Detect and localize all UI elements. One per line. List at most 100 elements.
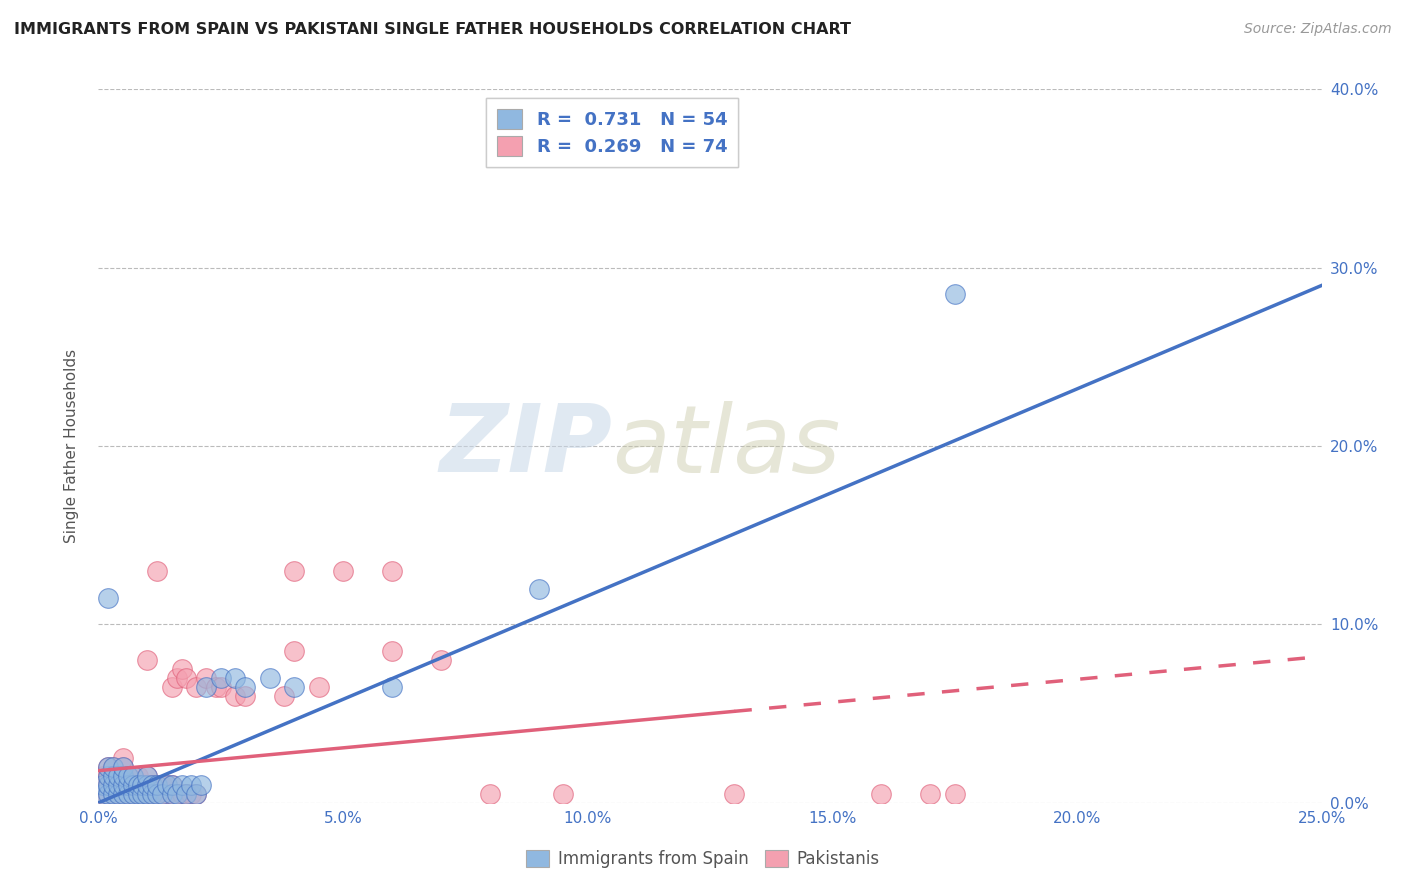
Point (97, 787, 120, 801)
Point (381, 564, 404, 578)
Point (308, 680, 330, 694)
Point (160, 778, 183, 792)
Point (224, 671, 246, 685)
Point (209, 671, 232, 685)
Point (186, 680, 208, 694)
Point (136, 787, 159, 801)
Point (111, 778, 134, 792)
Point (127, 787, 149, 801)
Point (141, 778, 163, 792)
Point (111, 769, 134, 783)
Point (136, 778, 159, 792)
Point (190, 778, 212, 792)
Point (121, 769, 143, 783)
Point (150, 787, 173, 801)
Point (127, 778, 149, 792)
Point (101, 778, 124, 792)
Point (91, 787, 114, 801)
Point (101, 769, 124, 783)
Point (170, 787, 193, 801)
Point (170, 778, 193, 792)
Point (91, 778, 114, 792)
Point (111, 751, 134, 765)
Point (176, 671, 198, 685)
Point (186, 787, 208, 801)
Point (111, 778, 134, 792)
Point (127, 769, 149, 783)
Y-axis label: Single Father Households: Single Father Households (65, 349, 79, 543)
Point (127, 787, 149, 801)
Point (117, 769, 139, 783)
Point (111, 769, 134, 783)
Point (101, 787, 124, 801)
Point (131, 778, 153, 792)
Point (136, 778, 159, 792)
Point (180, 778, 202, 792)
Point (97, 760, 120, 774)
Legend: Immigrants from Spain, Pakistanis: Immigrants from Spain, Pakistanis (519, 843, 887, 875)
Point (156, 778, 179, 792)
Point (273, 689, 295, 703)
Point (121, 778, 143, 792)
Point (920, 787, 942, 801)
Point (91, 778, 114, 792)
Point (156, 787, 179, 801)
Point (166, 787, 188, 801)
Point (870, 787, 893, 801)
Point (233, 689, 256, 703)
Point (186, 787, 208, 801)
Point (141, 778, 163, 792)
Point (121, 769, 143, 783)
Point (97, 778, 120, 792)
Point (146, 564, 169, 578)
Point (97, 778, 120, 792)
Point (176, 787, 198, 801)
Point (160, 787, 183, 801)
Point (97, 769, 120, 783)
Point (136, 653, 159, 667)
Point (430, 653, 453, 667)
Text: Source: ZipAtlas.com: Source: ZipAtlas.com (1244, 22, 1392, 37)
Point (117, 778, 139, 792)
Point (136, 769, 159, 783)
Point (233, 680, 256, 694)
Point (176, 787, 198, 801)
Point (91, 787, 114, 801)
Point (381, 680, 404, 694)
Point (160, 787, 183, 801)
Point (131, 787, 153, 801)
Point (117, 778, 139, 792)
Point (107, 778, 129, 792)
Point (97, 769, 120, 783)
Point (121, 778, 143, 792)
Point (97, 591, 120, 605)
Point (131, 778, 153, 792)
Point (101, 778, 124, 792)
Point (146, 778, 169, 792)
Point (943, 287, 966, 301)
Point (527, 582, 550, 596)
Point (101, 760, 124, 774)
Text: ZIP: ZIP (439, 400, 612, 492)
Point (150, 787, 173, 801)
Point (180, 787, 202, 801)
Point (97, 760, 120, 774)
Point (107, 769, 129, 783)
Point (943, 787, 966, 801)
Point (478, 787, 501, 801)
Point (111, 787, 134, 801)
Point (209, 680, 232, 694)
Legend: R =  0.731   N = 54, R =  0.269   N = 74: R = 0.731 N = 54, R = 0.269 N = 74 (486, 98, 738, 167)
Point (136, 787, 159, 801)
Point (97, 787, 120, 801)
Point (553, 787, 575, 801)
Point (160, 778, 183, 792)
Point (146, 787, 169, 801)
Point (111, 760, 134, 774)
Point (111, 760, 134, 774)
Point (117, 787, 139, 801)
Point (381, 644, 404, 658)
Point (101, 769, 124, 783)
Point (107, 769, 129, 783)
Point (166, 671, 188, 685)
